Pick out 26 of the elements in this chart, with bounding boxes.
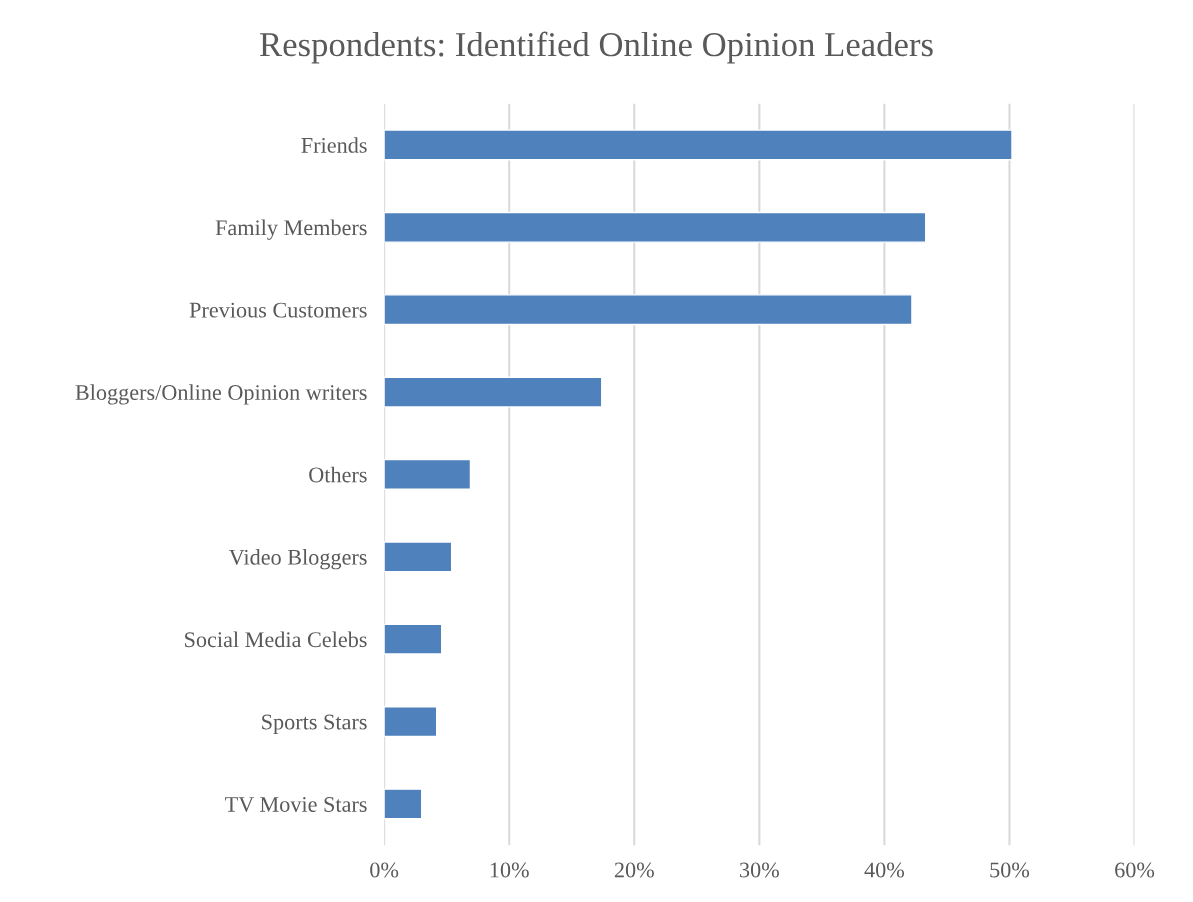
x-tick-label: 40% bbox=[864, 862, 905, 878]
x-tick-label: 50% bbox=[990, 862, 1030, 878]
y-tick-label: Family Members bbox=[215, 219, 367, 240]
y-tick-label: Bloggers/Online Opinion writers bbox=[75, 384, 367, 405]
bar bbox=[384, 788, 423, 820]
bar bbox=[384, 376, 603, 408]
bar bbox=[384, 294, 913, 326]
y-tick-label: Friends bbox=[301, 137, 367, 153]
y-tick-label: Social Media Celebs bbox=[185, 631, 367, 648]
x-tick-label: 10% bbox=[490, 862, 529, 878]
x-tick-label: 0% bbox=[370, 862, 399, 878]
chart-title: Respondents: Identified Online Opinion Leaders bbox=[259, 31, 933, 64]
bar bbox=[384, 458, 472, 490]
x-tick-label: 30% bbox=[740, 862, 779, 878]
bar bbox=[384, 706, 438, 738]
x-tick-label: 20% bbox=[614, 862, 654, 878]
bar bbox=[384, 129, 1013, 161]
y-tick-label: Previous Customers bbox=[189, 302, 367, 318]
bar bbox=[384, 211, 927, 243]
y-tick-label: TV Movie Stars bbox=[225, 796, 367, 813]
x-tick-label: 60% bbox=[1115, 862, 1155, 878]
bar bbox=[384, 541, 453, 573]
y-tick-label: Others bbox=[309, 466, 367, 483]
y-tick-label: Sports Stars bbox=[262, 714, 367, 735]
y-tick-label: Video Bloggers bbox=[228, 549, 367, 570]
bar bbox=[384, 623, 443, 655]
